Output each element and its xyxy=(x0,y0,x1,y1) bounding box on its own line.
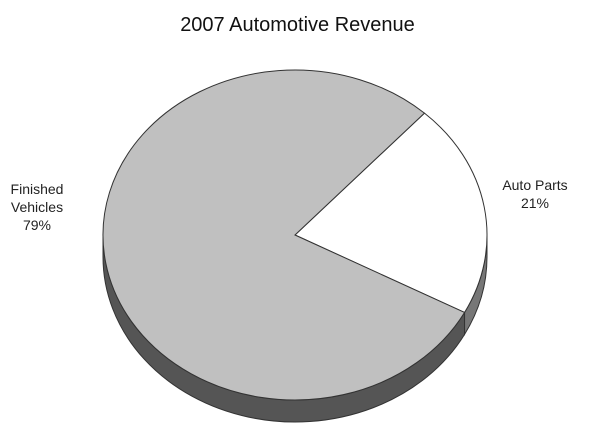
chart-title: 2007 Automotive Revenue xyxy=(180,14,415,36)
slice-label: Finished Vehicles 79% xyxy=(2,180,72,234)
pie-slice xyxy=(294,112,488,314)
category-label: Finished Vehicles xyxy=(10,181,64,215)
pie-slice xyxy=(102,69,466,401)
category-label: Auto Parts xyxy=(502,177,568,193)
value-label: 21% xyxy=(520,195,550,211)
slice-label: Auto Parts 21% xyxy=(490,176,580,212)
value-label: 79% xyxy=(22,217,52,233)
pie-tops xyxy=(102,69,488,401)
